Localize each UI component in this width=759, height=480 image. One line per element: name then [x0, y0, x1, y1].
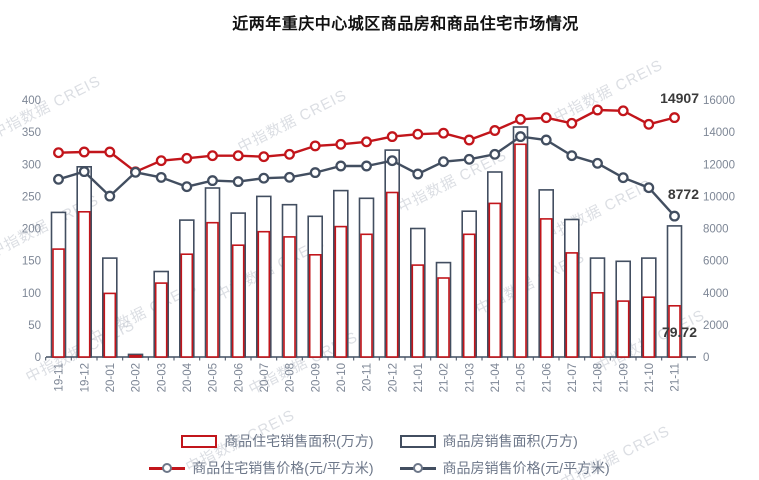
- svg-text:10000: 10000: [703, 191, 735, 203]
- svg-text:21-02: 21-02: [439, 363, 451, 392]
- legend-label-residential-area: 商品住宅销售面积(万方): [224, 433, 374, 449]
- svg-text:21-09: 21-09: [618, 363, 630, 392]
- annotation-labels: 14907 8772 79.72: [660, 90, 699, 340]
- svg-text:300: 300: [22, 159, 41, 171]
- svg-text:14907: 14907: [660, 90, 699, 106]
- legend-swatch-residential-price: [149, 462, 186, 474]
- svg-text:21-10: 21-10: [644, 363, 656, 392]
- legend-swatch-commodity-price: [399, 462, 436, 474]
- x-axis-labels: 19-11 19-12 20-01 20-02 20-03 20-04 20-05 20-06…: [54, 362, 682, 392]
- svg-text:20-03: 20-03: [156, 363, 168, 392]
- svg-text:79.72: 79.72: [662, 324, 697, 340]
- svg-text:8772: 8772: [668, 186, 699, 202]
- legend-item-residential-area: 商品住宅销售面积(万方): [181, 431, 374, 451]
- legend-label-residential-price: 商品住宅销售价格(元/平方米): [192, 460, 374, 476]
- svg-text:400: 400: [22, 95, 41, 107]
- svg-text:21-08: 21-08: [593, 363, 605, 392]
- svg-text:14000: 14000: [703, 127, 735, 139]
- left-axis-labels: 0 50 100 150 200 250 300 350 400: [22, 95, 41, 364]
- legend-item-commodity-area: 商品房销售面积(万方): [399, 431, 578, 451]
- svg-text:21-01: 21-01: [413, 363, 425, 392]
- svg-text:12000: 12000: [703, 159, 735, 171]
- svg-text:20-08: 20-08: [285, 363, 297, 392]
- legend-row-prices: 商品住宅销售价格(元/平方米) 商品房销售价格(元/平方米): [149, 458, 610, 478]
- svg-text:20-01: 20-01: [105, 363, 117, 392]
- svg-text:21-04: 21-04: [490, 362, 502, 392]
- bars-residential-area: [52, 143, 681, 358]
- svg-text:20-02: 20-02: [131, 363, 143, 392]
- svg-text:20-09: 20-09: [310, 363, 322, 392]
- svg-text:100: 100: [22, 288, 41, 300]
- legend-item-commodity-price: 商品房销售价格(元/平方米): [399, 458, 610, 478]
- svg-text:20-04: 20-04: [182, 362, 194, 392]
- svg-text:250: 250: [22, 191, 41, 203]
- legend-label-commodity-price: 商品房销售价格(元/平方米): [442, 460, 610, 476]
- svg-text:20-05: 20-05: [208, 363, 220, 392]
- svg-text:19-12: 19-12: [79, 363, 91, 392]
- svg-text:21-06: 21-06: [541, 363, 553, 392]
- legend-item-residential-price: 商品住宅销售价格(元/平方米): [149, 458, 374, 478]
- svg-text:21-07: 21-07: [567, 363, 579, 392]
- svg-text:21-11: 21-11: [670, 363, 682, 392]
- svg-text:20-06: 20-06: [233, 363, 245, 392]
- svg-text:2000: 2000: [703, 320, 729, 332]
- svg-text:150: 150: [22, 256, 41, 268]
- legend-swatch-commodity-area: [399, 434, 436, 448]
- svg-text:4000: 4000: [703, 288, 729, 300]
- svg-text:16000: 16000: [703, 95, 735, 107]
- legend-swatch-residential-area: [181, 434, 218, 448]
- svg-text:20-11: 20-11: [362, 363, 374, 392]
- line-commodity-price: [53, 131, 680, 222]
- svg-text:21-03: 21-03: [464, 363, 476, 392]
- svg-text:6000: 6000: [703, 256, 729, 268]
- legend-label-commodity-area: 商品房销售面积(万方): [442, 433, 578, 449]
- right-axis-labels: 0 2000 4000 6000 8000 10000 12000 14000 16000: [703, 95, 735, 364]
- svg-text:200: 200: [22, 224, 41, 236]
- legend-row-areas: 商品住宅销售面积(万方) 商品房销售面积(万方): [181, 431, 578, 451]
- svg-text:8000: 8000: [703, 224, 729, 236]
- svg-text:50: 50: [28, 320, 41, 332]
- svg-text:0: 0: [703, 352, 709, 364]
- svg-text:21-05: 21-05: [516, 363, 528, 392]
- svg-text:350: 350: [22, 127, 41, 139]
- svg-text:0: 0: [35, 352, 41, 364]
- legend: 商品住宅销售面积(万方) 商品房销售面积(万方) 商品住宅销售价格(元/平方米)…: [0, 431, 759, 478]
- svg-text:20-10: 20-10: [336, 363, 348, 392]
- chart-title: 近两年重庆中心城区商品房和商品住宅市场情况: [232, 16, 579, 33]
- svg-text:19-11: 19-11: [54, 363, 66, 392]
- svg-text:20-07: 20-07: [259, 363, 271, 392]
- line-residential-price: [53, 104, 680, 178]
- svg-text:20-12: 20-12: [387, 363, 399, 392]
